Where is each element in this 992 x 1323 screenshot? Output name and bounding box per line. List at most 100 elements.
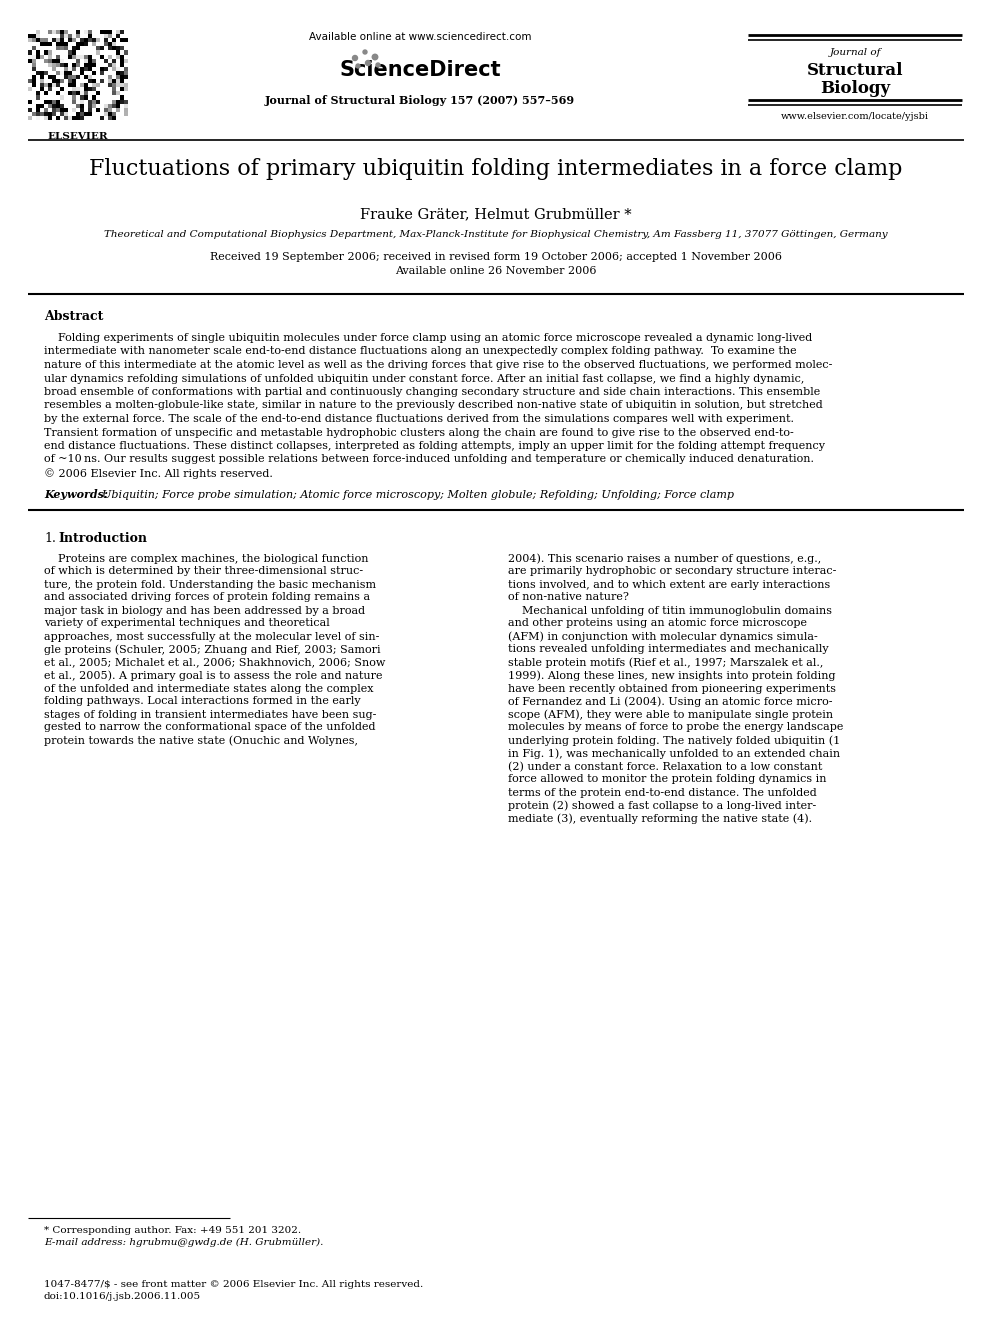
Bar [112,46,116,50]
Bar [84,87,88,91]
Bar [80,67,84,71]
Bar [60,112,64,116]
Bar [100,30,104,34]
Bar [40,71,44,75]
Bar [44,58,48,62]
Bar [104,112,108,116]
Bar [40,112,44,116]
Bar [40,83,44,87]
Bar [120,54,124,58]
Bar [100,67,104,71]
Bar [124,67,128,71]
Bar [108,107,112,112]
Bar [124,71,128,75]
Bar [56,58,60,62]
Bar [112,38,116,42]
Text: Available online 26 November 2006: Available online 26 November 2006 [395,266,597,277]
Text: Received 19 September 2006; received in revised form 19 October 2006; accepted 1: Received 19 September 2006; received in … [210,251,782,262]
Text: mediate (3), eventually reforming the native state (4).: mediate (3), eventually reforming the na… [508,814,812,824]
Bar [36,103,40,107]
Bar [44,38,48,42]
Circle shape [372,54,378,60]
Text: (2) under a constant force. Relaxation to a low constant: (2) under a constant force. Relaxation t… [508,762,822,771]
Bar [56,46,60,50]
Bar [72,95,76,99]
Bar [72,54,76,58]
Bar [32,58,36,62]
Bar [44,83,48,87]
Text: stable protein motifs (Rief et al., 1997; Marszalek et al.,: stable protein motifs (Rief et al., 1997… [508,658,823,668]
Bar [108,103,112,107]
Text: doi:10.1016/j.jsb.2006.11.005: doi:10.1016/j.jsb.2006.11.005 [44,1293,201,1301]
Bar [28,58,32,62]
Text: Available online at www.sciencedirect.com: Available online at www.sciencedirect.co… [309,32,532,42]
Bar [120,116,124,120]
Bar [48,42,52,46]
Bar [100,116,104,120]
Bar [84,42,88,46]
Bar [56,42,60,46]
Bar [60,103,64,107]
Text: Journal of: Journal of [829,48,881,57]
Bar [116,103,120,107]
Bar [120,46,124,50]
Text: of non-native nature?: of non-native nature? [508,593,629,602]
Bar [44,107,48,112]
Bar [56,91,60,95]
Text: tions revealed unfolding intermediates and mechanically: tions revealed unfolding intermediates a… [508,644,828,655]
Bar [108,62,112,67]
Bar [64,71,68,75]
Bar [52,62,56,67]
Bar [56,83,60,87]
Bar [84,112,88,116]
Bar [32,112,36,116]
Bar [28,116,32,120]
Bar [64,42,68,46]
Bar [68,75,72,79]
Text: ular dynamics refolding simulations of unfolded ubiquitin under constant force. : ular dynamics refolding simulations of u… [44,373,805,384]
Text: protein (2) showed a fast collapse to a long-lived inter-: protein (2) showed a fast collapse to a … [508,800,816,811]
Text: by the external force. The scale of the end-to-end distance fluctuations derived: by the external force. The scale of the … [44,414,794,423]
Bar [112,103,116,107]
Bar [80,91,84,95]
Bar [52,83,56,87]
Bar [32,79,36,83]
Text: variety of experimental techniques and theoretical: variety of experimental techniques and t… [44,618,329,628]
Bar [56,71,60,75]
Bar [40,87,44,91]
Bar [92,79,96,83]
Bar [108,34,112,38]
Bar [92,87,96,91]
Bar [56,54,60,58]
Bar [108,30,112,34]
Text: © 2006 Elsevier Inc. All rights reserved.: © 2006 Elsevier Inc. All rights reserved… [44,468,273,479]
Bar [92,83,96,87]
Bar [76,58,80,62]
Bar [76,112,80,116]
Text: Abstract: Abstract [44,310,103,323]
Text: Keywords:: Keywords: [44,490,108,500]
Text: resembles a molten-globule-like state, similar in nature to the previously descr: resembles a molten-globule-like state, s… [44,401,822,410]
Bar [112,42,116,46]
Bar [68,67,72,71]
Bar [76,91,80,95]
Bar [108,42,112,46]
Bar [124,87,128,91]
Text: E-mail address: hgrubmu@gwdg.de (H. Grubmüller).: E-mail address: hgrubmu@gwdg.de (H. Grub… [44,1238,323,1248]
Bar [88,112,92,116]
Text: have been recently obtained from pioneering experiments: have been recently obtained from pioneer… [508,684,836,693]
Bar [96,83,100,87]
Bar [28,50,32,54]
Text: of which is determined by their three-dimensional struc-: of which is determined by their three-di… [44,566,363,577]
Bar [52,50,56,54]
Bar [92,42,96,46]
Bar [36,71,40,75]
Bar [88,79,92,83]
Bar [72,87,76,91]
Bar [60,30,64,34]
Bar [36,112,40,116]
Bar [116,91,120,95]
Bar [48,30,52,34]
Bar [64,67,68,71]
Bar [88,62,92,67]
